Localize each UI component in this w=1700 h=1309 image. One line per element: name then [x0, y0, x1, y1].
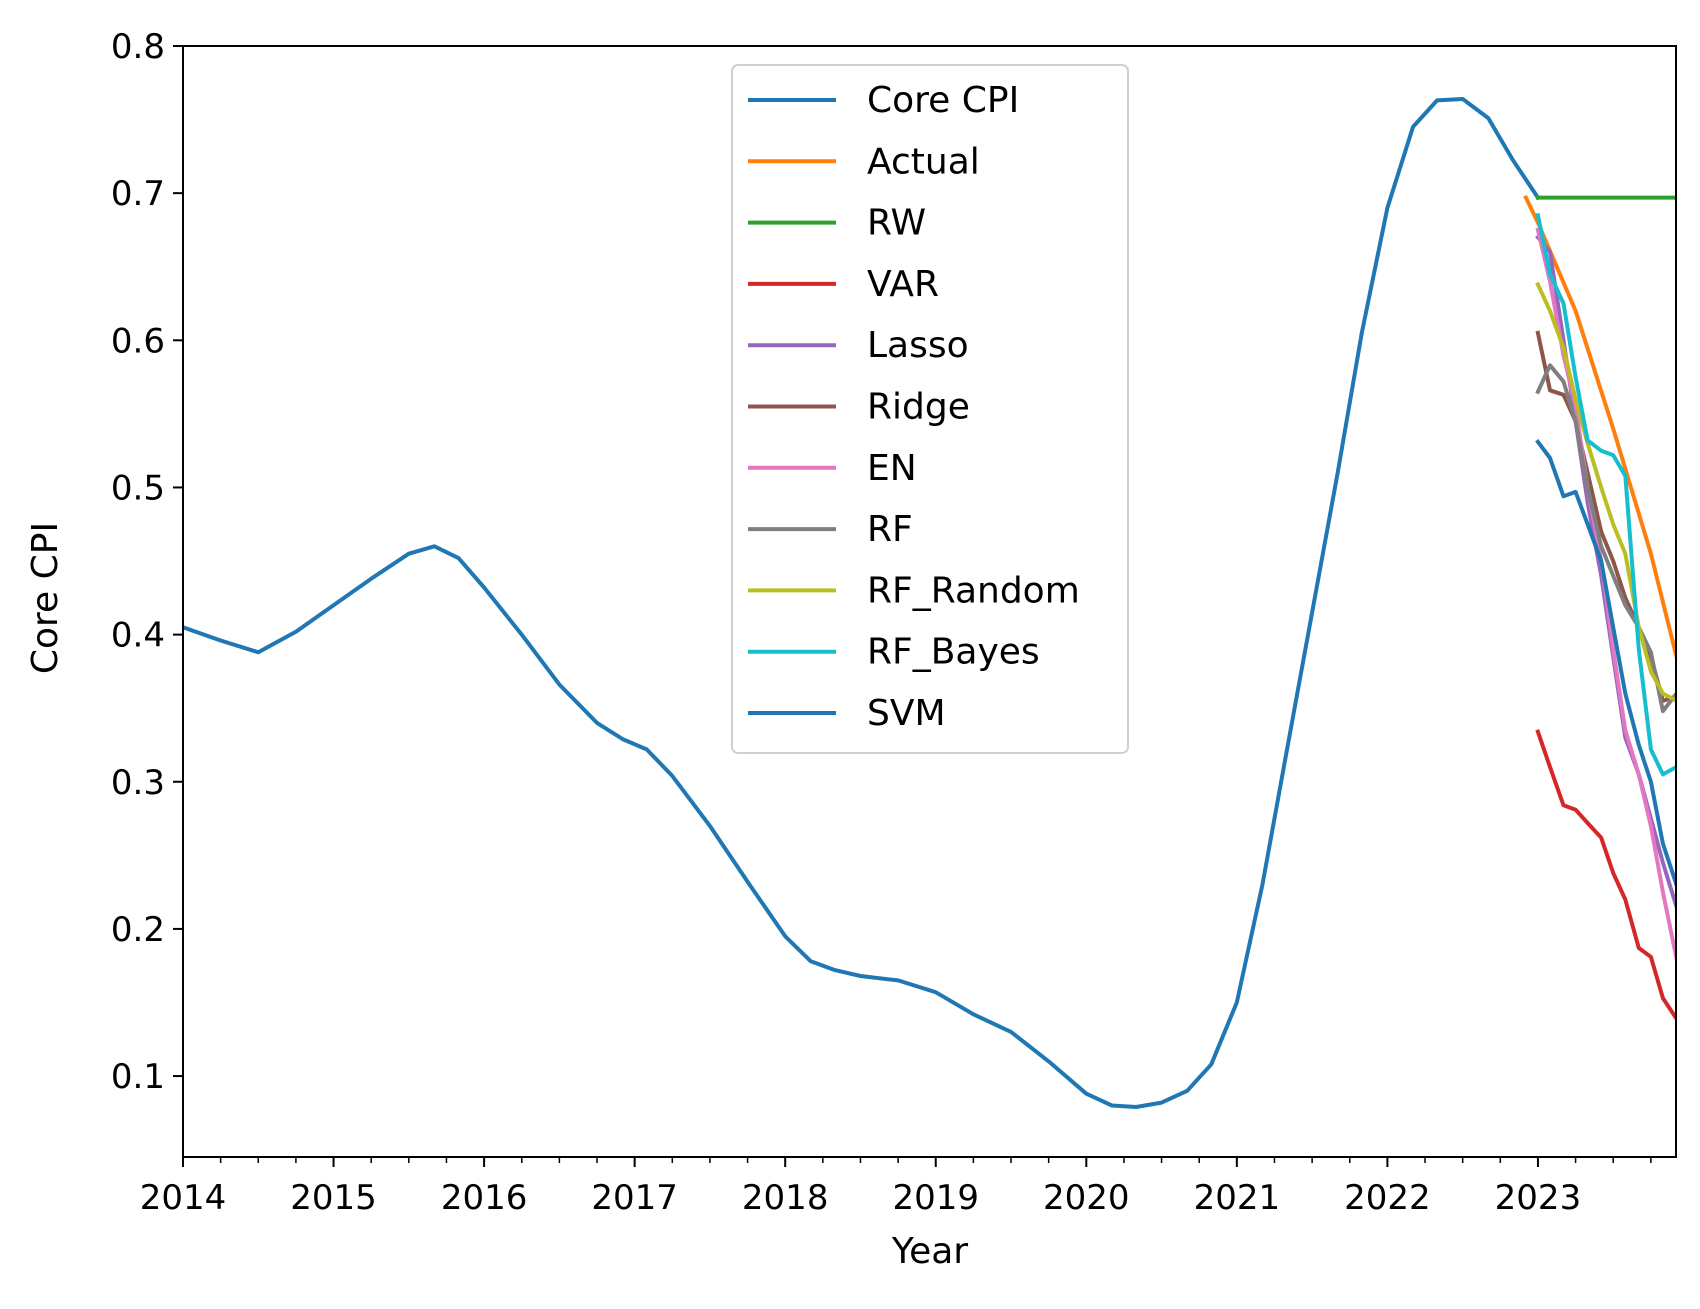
series-line-rf	[1535, 363, 1676, 714]
x-tick-label: 2016	[441, 1178, 528, 1218]
legend-box	[731, 64, 1129, 754]
x-tick-label: 2018	[742, 1178, 829, 1218]
legend-label: RW	[867, 203, 926, 244]
y-tick-label: 0.3	[111, 763, 165, 803]
x-tick-label: 2023	[1495, 1178, 1582, 1218]
y-tick-label: 0.4	[111, 616, 165, 656]
y-tick-label: 0.1	[111, 1057, 165, 1097]
x-axis-label: Year	[891, 1231, 968, 1272]
y-tick-label: 0.5	[111, 468, 165, 508]
legend-label: RF_Random	[867, 570, 1080, 611]
x-tick-label: 2021	[1194, 1178, 1281, 1218]
y-tick-label: 0.7	[111, 174, 165, 214]
series-lines	[183, 97, 1676, 1109]
legend-label: RF	[867, 509, 913, 550]
legend-label: EN	[867, 448, 917, 489]
legend: Core CPI Actual RW VAR Lasso Ridge EN RF RF_Rand…	[731, 64, 1129, 754]
series-line-rf-bayes	[1535, 212, 1676, 777]
y-axis-label: Core CPI	[25, 522, 66, 674]
y-tick-label: 0.2	[111, 910, 165, 950]
axes: 0.1 0.2 0.3 0.4 0.5 0.6 0.7 0.8 2014 2015 2016 2017…	[111, 27, 1677, 1218]
x-tick-label: 2017	[591, 1178, 678, 1218]
legend-label: SVM	[867, 693, 946, 734]
x-tick-label: 2022	[1344, 1178, 1431, 1218]
legend-label: VAR	[867, 264, 939, 305]
plot-frame	[182, 45, 1677, 1158]
legend-label: Ridge	[867, 387, 970, 428]
legend-label: Core CPI	[867, 80, 1019, 121]
x-tick-label: 2020	[1043, 1178, 1130, 1218]
legend-label: Actual	[867, 141, 980, 182]
x-tick-label: 2015	[290, 1178, 377, 1218]
y-tick-label: 0.6	[111, 321, 165, 361]
series-line-svm	[1535, 439, 1676, 888]
legend-label: Lasso	[867, 325, 969, 366]
y-tick-label: 0.8	[111, 27, 165, 67]
x-tick-label: 2019	[892, 1178, 979, 1218]
series-line-rf-random	[1535, 281, 1676, 703]
x-tick-label: 2014	[140, 1178, 227, 1218]
legend-label: RF_Bayes	[867, 632, 1040, 673]
series-line-actual	[1523, 194, 1676, 660]
series-line-core-cpi	[183, 97, 1541, 1109]
series-line-var	[1535, 729, 1676, 1022]
